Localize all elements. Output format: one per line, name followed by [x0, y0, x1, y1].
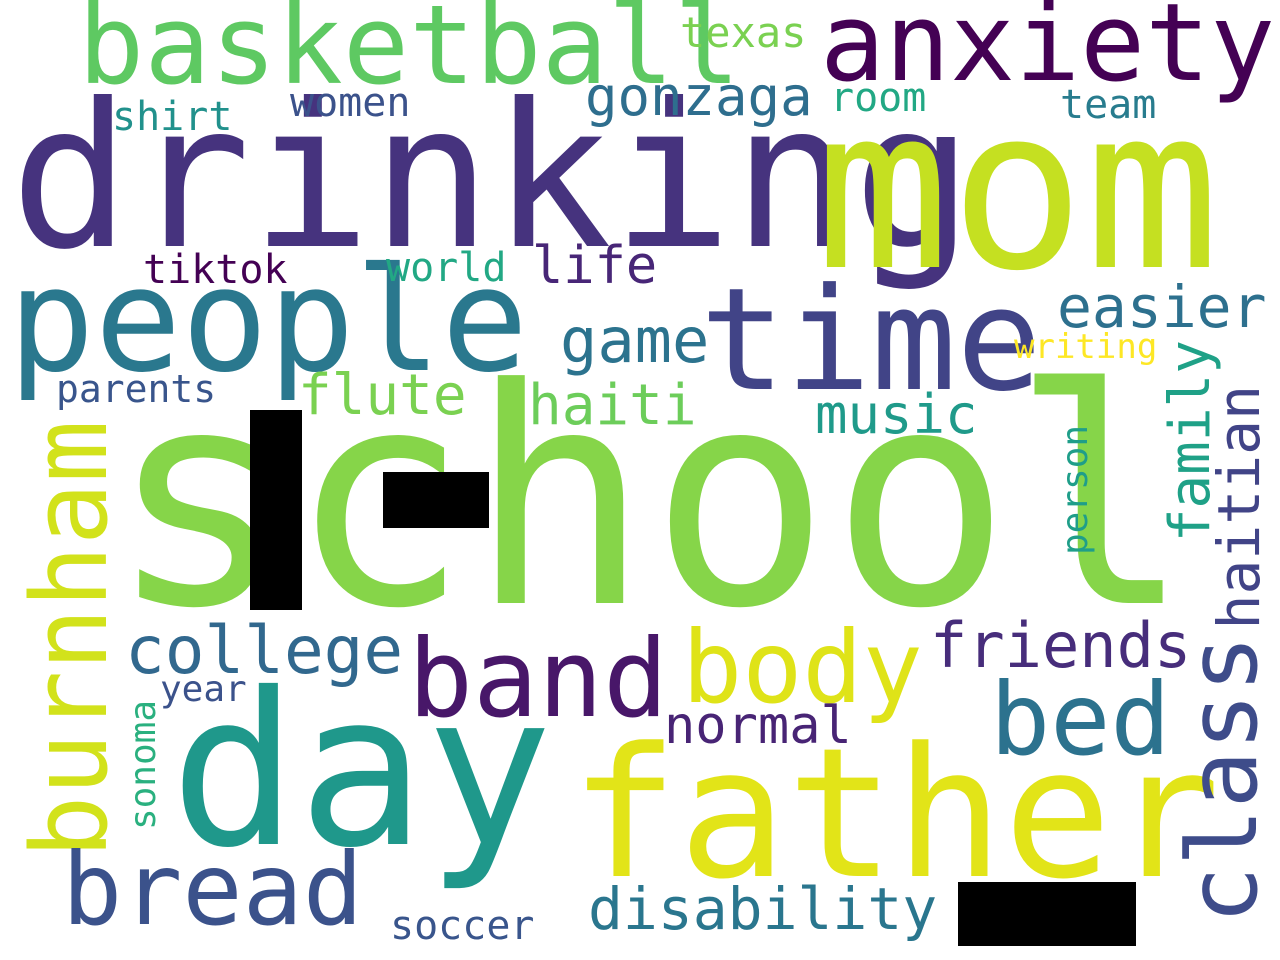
word-writing: writing	[1014, 327, 1158, 367]
word-year: year	[160, 669, 247, 710]
word-body: body	[682, 609, 923, 726]
word-people: people	[8, 236, 529, 404]
word-basketball: basketball	[78, 0, 741, 109]
redaction-block	[250, 410, 302, 610]
word-soccer: soccer	[390, 903, 535, 949]
word-family: family	[1158, 340, 1223, 543]
word-texas: texas	[680, 8, 807, 57]
redaction-block	[383, 472, 489, 528]
word-room: room	[830, 75, 927, 121]
word-bed: bed	[990, 661, 1171, 778]
word-time: time	[700, 258, 1042, 423]
word-bread: bread	[62, 831, 364, 948]
word-women: women	[290, 80, 411, 126]
redaction-block	[958, 882, 1136, 946]
word-sonoma: sonoma	[123, 700, 164, 831]
word-tiktok: tiktok	[143, 247, 288, 293]
word-person: person	[1055, 425, 1096, 556]
word-day: day	[170, 647, 553, 894]
word-easier: easier	[1057, 273, 1267, 341]
word-team: team	[1060, 82, 1157, 128]
word-flute: flute	[298, 363, 467, 428]
word-friends: friends	[930, 609, 1192, 682]
word-college: college	[125, 612, 404, 689]
word-band: band	[408, 617, 669, 742]
word-haiti: haiti	[528, 373, 697, 438]
word-gonzaga: gonzaga	[585, 65, 813, 128]
word-burnham: burnham	[9, 420, 131, 859]
word-music: music	[815, 383, 978, 446]
word-drinking: drinking	[10, 61, 974, 294]
word-father: father	[570, 710, 1221, 919]
word-shirt: shirt	[112, 94, 233, 140]
word-parents: parents	[56, 367, 217, 411]
word-anxiety: anxiety	[820, 0, 1276, 106]
word-disability: disability	[588, 875, 938, 943]
word-normal: normal	[664, 696, 852, 756]
word-mom: mom	[815, 59, 1220, 320]
word-world: world	[386, 245, 507, 291]
word-life: life	[532, 236, 658, 296]
word-game: game	[560, 304, 710, 377]
